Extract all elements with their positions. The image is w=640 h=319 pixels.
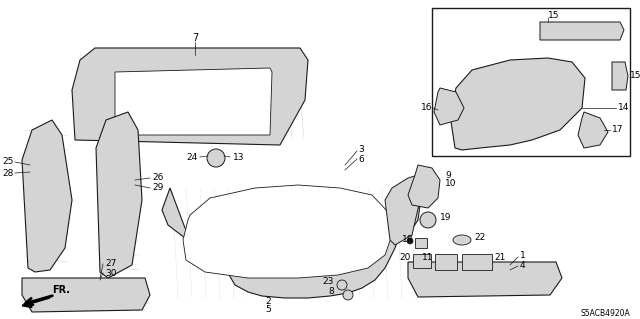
Text: 15: 15 (630, 70, 640, 79)
Text: 19: 19 (440, 213, 451, 222)
Text: 30: 30 (105, 269, 116, 278)
Polygon shape (22, 278, 150, 312)
Circle shape (420, 212, 436, 228)
Text: 9: 9 (445, 170, 451, 180)
Circle shape (343, 290, 353, 300)
Circle shape (407, 238, 413, 244)
Text: 7: 7 (192, 33, 198, 43)
Text: FR.: FR. (52, 285, 70, 295)
Text: 29: 29 (152, 183, 163, 192)
Bar (432, 8, 630, 156)
Text: 24: 24 (187, 153, 198, 162)
Bar (415, 238, 427, 248)
Text: 3: 3 (358, 145, 364, 154)
Text: 2: 2 (265, 298, 271, 307)
Text: 23: 23 (323, 278, 334, 286)
Text: 1: 1 (520, 251, 525, 261)
Text: 18: 18 (401, 235, 413, 244)
Polygon shape (385, 175, 420, 245)
Text: 6: 6 (358, 154, 364, 164)
Text: 22: 22 (474, 234, 485, 242)
Text: 4: 4 (520, 261, 525, 270)
Polygon shape (408, 262, 562, 297)
Text: 26: 26 (152, 174, 163, 182)
Polygon shape (72, 48, 308, 145)
Text: 5: 5 (265, 306, 271, 315)
Polygon shape (22, 120, 72, 272)
Polygon shape (434, 88, 464, 125)
Text: 16: 16 (420, 103, 432, 113)
Text: 14: 14 (618, 103, 629, 113)
Text: 28: 28 (3, 168, 14, 177)
Text: 15: 15 (548, 11, 559, 20)
Polygon shape (612, 62, 628, 90)
Text: S5ACB4920A: S5ACB4920A (580, 308, 630, 317)
Text: 20: 20 (399, 254, 411, 263)
Circle shape (337, 280, 347, 290)
Text: 11: 11 (422, 253, 433, 262)
Polygon shape (540, 22, 624, 40)
Text: 21: 21 (494, 254, 506, 263)
Text: 13: 13 (233, 153, 244, 162)
Ellipse shape (453, 235, 471, 245)
Polygon shape (115, 68, 272, 135)
Text: 10: 10 (445, 180, 456, 189)
Bar (413, 254, 431, 268)
Polygon shape (183, 185, 392, 278)
Polygon shape (578, 112, 608, 148)
Circle shape (207, 149, 225, 167)
Text: 27: 27 (105, 259, 116, 269)
Text: 25: 25 (3, 158, 14, 167)
Text: 17: 17 (612, 125, 623, 135)
Bar (462, 254, 492, 270)
Polygon shape (96, 112, 142, 278)
Polygon shape (450, 58, 585, 150)
Text: 8: 8 (328, 287, 334, 296)
Bar (435, 254, 457, 270)
Polygon shape (408, 165, 440, 208)
Polygon shape (162, 188, 420, 298)
